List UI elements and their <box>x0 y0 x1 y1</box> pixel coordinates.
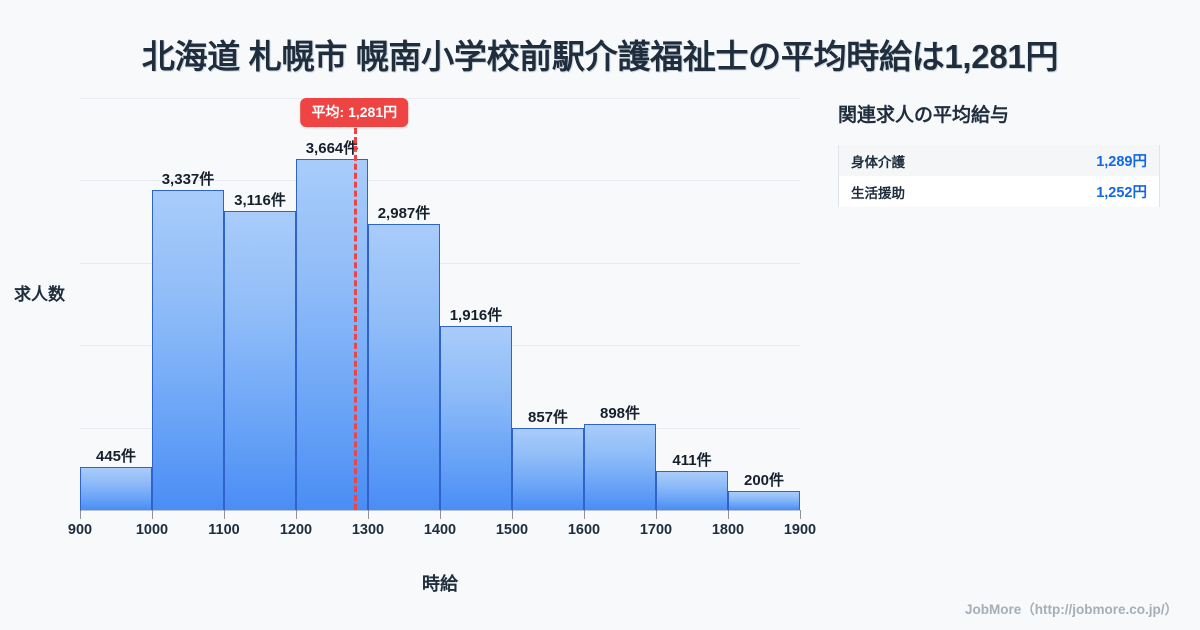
related-salary-panel: 関連求人の平均給与 身体介護 1,289円生活援助 1,252円 <box>838 100 1168 207</box>
bar <box>440 326 512 510</box>
x-axis-tick <box>152 510 153 519</box>
bar-value-label: 857件 <box>527 408 569 426</box>
x-axis-tick-label: 1600 <box>567 522 601 538</box>
gridline <box>80 98 800 99</box>
salary-row-label: 身体介護 <box>851 154 905 170</box>
x-axis-tick <box>440 510 441 519</box>
table-row: 生活援助 1,252円 <box>838 176 1160 207</box>
bar <box>512 427 584 510</box>
bar <box>368 223 440 510</box>
x-axis-tick-label: 900 <box>67 522 93 538</box>
x-axis-tick-label: 1100 <box>208 522 240 538</box>
bar-value-label: 445件 <box>95 448 137 466</box>
bar-value-label: 3,337件 <box>161 171 215 189</box>
y-axis-title: 求人数 <box>14 285 65 304</box>
bar-value-label: 200件 <box>743 471 785 489</box>
salary-row-value: 1,252円 <box>1096 185 1147 201</box>
plot-area: 445件 3,337件 3,116件 3,664件 2,987件 1,916件 857件 89… <box>68 98 816 538</box>
bar-value-label: 3,664件 <box>305 139 359 157</box>
bar <box>656 470 728 510</box>
bar-value-label: 2,987件 <box>377 204 431 222</box>
x-axis-tick <box>368 510 369 519</box>
bar-value-label: 411件 <box>672 451 712 469</box>
x-axis-tick <box>296 510 297 519</box>
related-salary-table: 身体介護 1,289円生活援助 1,252円 <box>838 145 1160 207</box>
bar <box>152 190 224 510</box>
average-line <box>354 128 358 510</box>
x-axis-tick <box>512 510 513 519</box>
gridline <box>80 180 800 182</box>
page-title: 北海道 札幌市 幌南小学校前駅介護福祉士の平均時給は1,281円 <box>141 38 1059 75</box>
salary-row-label: 生活援助 <box>851 185 905 201</box>
x-axis-tick <box>656 510 657 519</box>
x-axis-tick <box>224 510 225 519</box>
bar <box>224 211 296 510</box>
bar <box>728 490 800 510</box>
footer-credit: JobMore（http://jobmore.co.jp/） <box>965 602 1178 617</box>
related-salary-title: 関連求人の平均給与 <box>838 105 1010 126</box>
bar-value-label: 1,916件 <box>449 307 503 325</box>
x-axis-tick-label: 1200 <box>279 522 313 538</box>
x-axis-tick-label: 1000 <box>135 522 169 538</box>
gridline <box>80 262 800 264</box>
x-axis-tick-label: 1400 <box>423 522 457 538</box>
x-axis-tick-label: 1700 <box>639 522 673 538</box>
bar-value-label: 898件 <box>599 404 641 422</box>
bar <box>584 423 656 510</box>
x-axis-tick <box>584 510 585 519</box>
x-axis-tick <box>800 510 801 519</box>
bar-value-label: 3,116件 <box>234 192 286 210</box>
bar <box>80 467 152 510</box>
table-row: 身体介護 1,289円 <box>838 145 1160 176</box>
x-axis-title: 時給 <box>422 574 458 594</box>
x-axis-tick <box>80 510 81 519</box>
x-axis-tick-label: 1900 <box>783 522 817 538</box>
average-badge: 平均: 1,281円 <box>300 98 409 127</box>
x-axis-tick-label: 1500 <box>495 522 529 538</box>
histogram-chart: 求人数 445件 3,337件 3,116件 3,664件 2,987件 1,916件 85… <box>14 98 816 594</box>
x-axis-tick-label: 1300 <box>351 522 385 538</box>
x-axis-tick <box>728 510 729 519</box>
x-axis-tick-label: 1800 <box>711 522 745 538</box>
salary-row-value: 1,289円 <box>1096 154 1147 170</box>
